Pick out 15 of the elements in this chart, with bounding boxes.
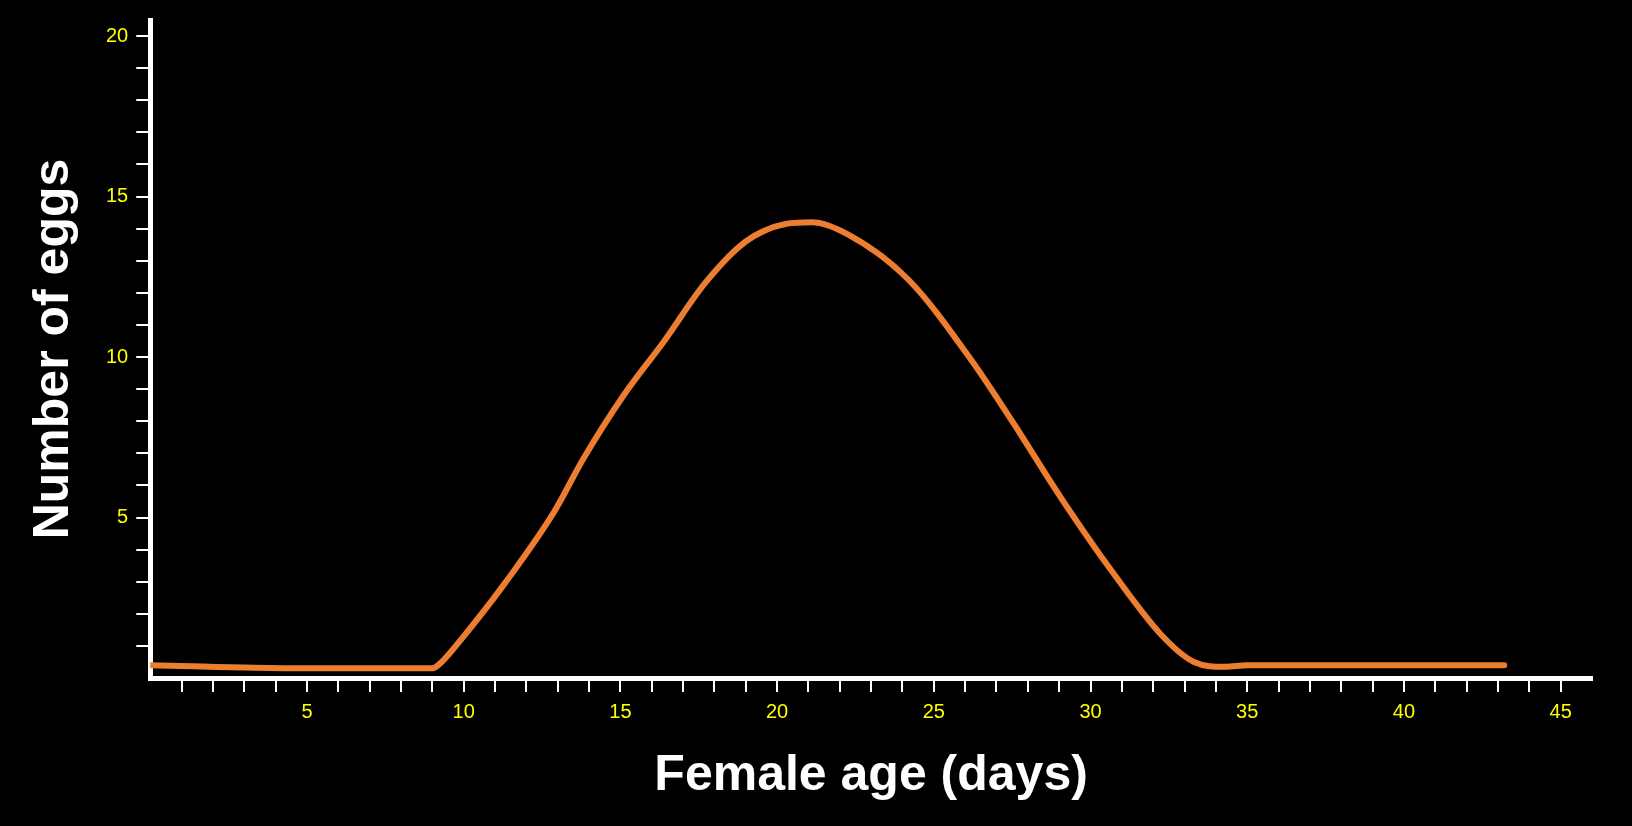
y-axis-title: Number of eggs (22, 158, 79, 540)
x-tick-label: 35 (1236, 699, 1259, 722)
x-tick-label: 15 (609, 699, 632, 722)
y-tick-label: 5 (117, 505, 129, 528)
x-tick-label: 5 (301, 699, 313, 722)
x-tick-label: 45 (1549, 699, 1572, 722)
x-axis-title: Female age (days) (654, 744, 1088, 801)
x-tick-label: 10 (452, 699, 475, 722)
x-tick-label: 40 (1392, 699, 1416, 722)
x-tick-label: 25 (922, 699, 945, 722)
x-tick-label: 30 (1079, 699, 1102, 722)
y-tick-label: 15 (106, 184, 129, 207)
y-tick-label: 10 (106, 344, 129, 367)
x-tick-label: 20 (765, 699, 789, 722)
y-tick-label: 20 (106, 23, 129, 46)
